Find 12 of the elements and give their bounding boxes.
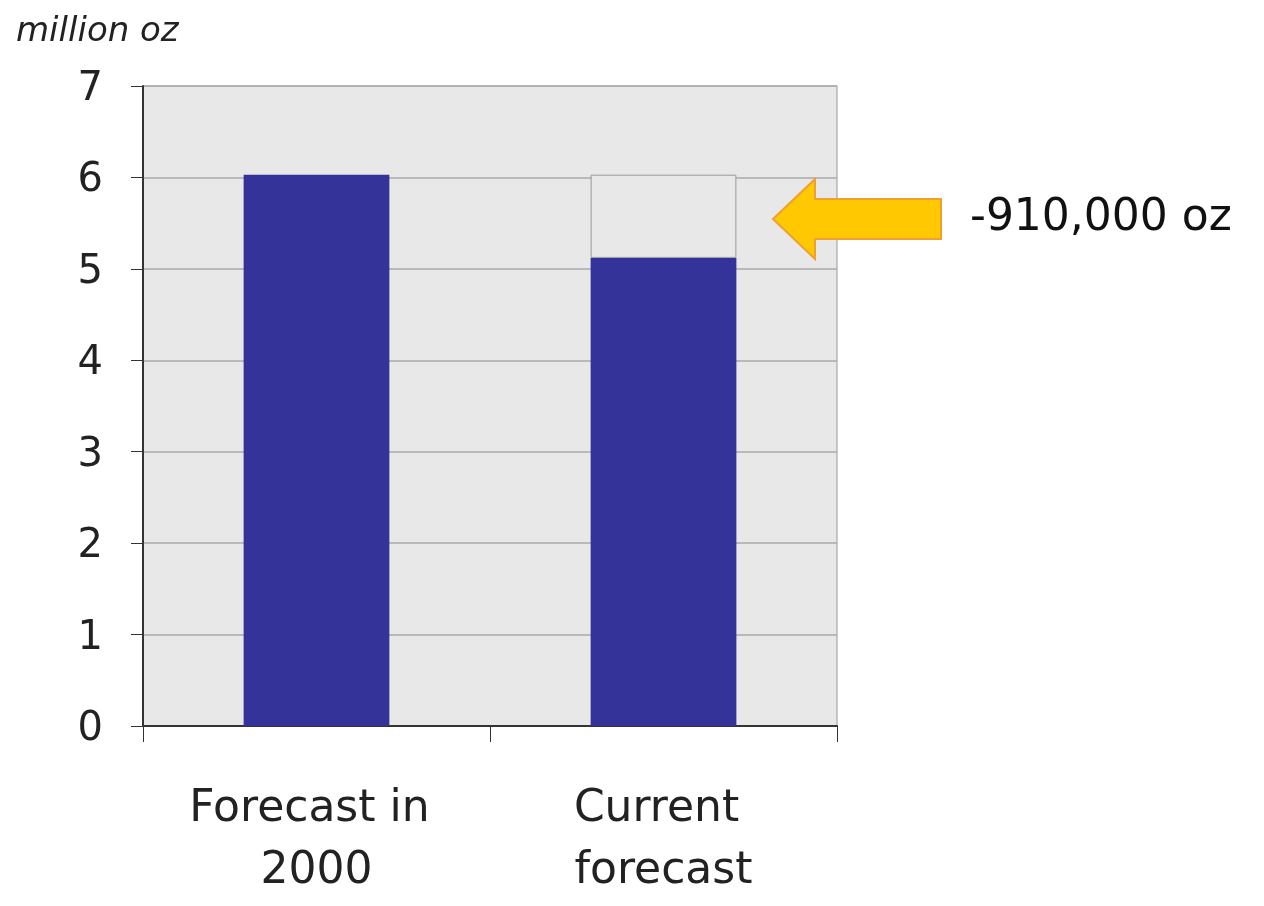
y-axis-title: million oz <box>16 9 180 49</box>
x-tick-label: Current forecast <box>573 779 754 893</box>
text: -910,000 oz <box>970 188 1232 240</box>
y-tick-label: 5 <box>77 245 103 292</box>
y-tick-label: 4 <box>77 337 103 384</box>
x-tick-label: Forecast in 2000 <box>189 779 444 893</box>
y-tick-label: 1 <box>77 611 103 658</box>
y-tick-label: 7 <box>77 63 103 109</box>
y-tick-label: 2 <box>77 520 103 567</box>
y-tick-label: 3 <box>77 428 103 475</box>
y-tick-label: 6 <box>77 154 103 201</box>
y-tick-label: 0 <box>77 703 103 749</box>
